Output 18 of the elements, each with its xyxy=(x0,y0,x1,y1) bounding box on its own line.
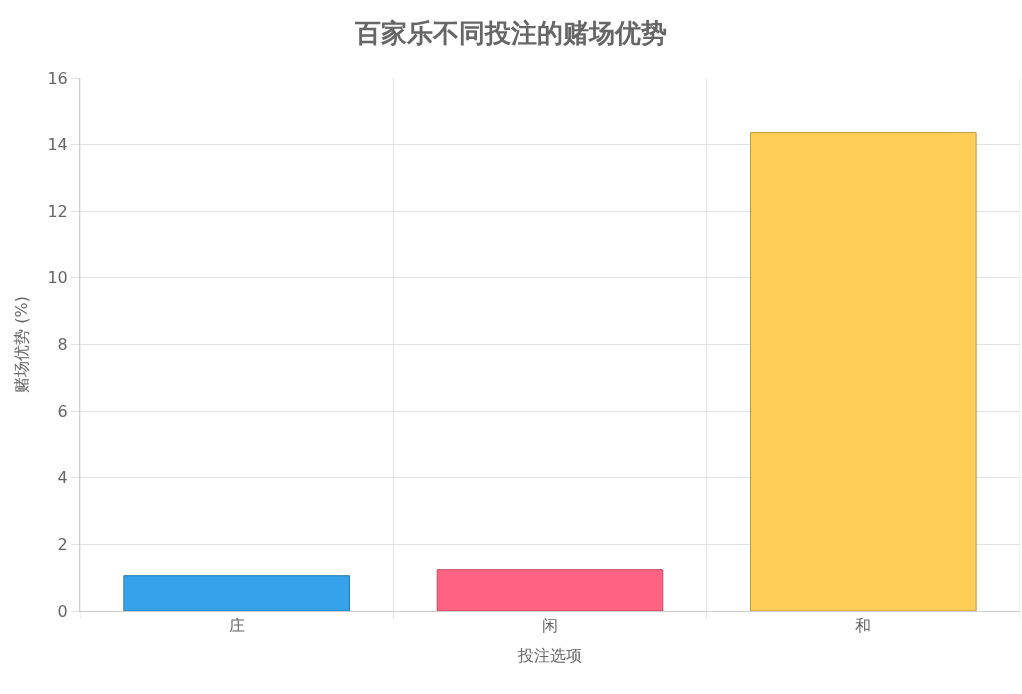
y-tick-label: 0 xyxy=(57,601,68,621)
x-tick-label: 和 xyxy=(855,616,872,636)
y-tick-label: 14 xyxy=(47,135,68,155)
chart-title: 百家乐不同投注的赌场优势 xyxy=(354,18,667,49)
y-tick-label: 6 xyxy=(57,401,68,421)
x-tick-label: 闲 xyxy=(542,616,558,636)
bar xyxy=(436,569,664,611)
y-tick-label: 8 xyxy=(57,335,68,355)
x-axis-title: 投注选项 xyxy=(517,645,582,665)
y-axis-title: 赌场优势 (%) xyxy=(12,296,32,393)
y-tick-label: 12 xyxy=(47,201,68,221)
y-tick-label: 16 xyxy=(47,68,68,88)
bar xyxy=(123,575,350,611)
x-tick-label: 庄 xyxy=(228,616,245,636)
y-tick-label: 10 xyxy=(47,268,68,288)
y-tick-label: 4 xyxy=(57,468,68,488)
bar xyxy=(750,132,977,611)
y-tick-label: 2 xyxy=(57,534,68,554)
